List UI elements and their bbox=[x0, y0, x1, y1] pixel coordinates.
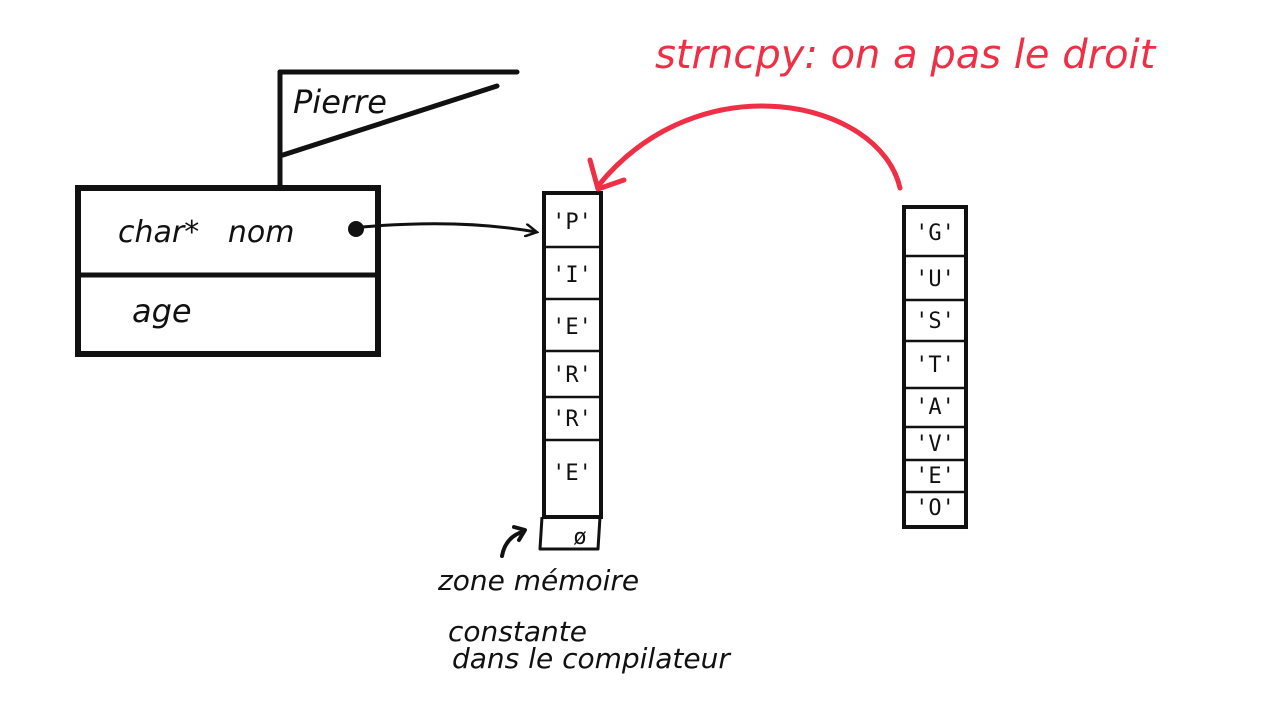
right-array-cell: 'O' bbox=[915, 496, 955, 521]
pointer-arrow bbox=[362, 224, 536, 232]
right-array-cell: 'A' bbox=[915, 395, 955, 420]
struct-outline bbox=[78, 188, 378, 354]
struct-field-nom: char* nom bbox=[118, 215, 294, 250]
memory-note: zone mémoire constante dans le compilate… bbox=[437, 564, 731, 675]
strncpy-curve bbox=[598, 106, 900, 188]
right-array-cell: 'E' bbox=[915, 464, 955, 489]
right-array-cell: 'T' bbox=[915, 353, 955, 378]
flag: Pierre bbox=[280, 72, 517, 188]
terminator-bracket bbox=[540, 517, 600, 549]
left-array-cell: 'E' bbox=[552, 461, 592, 486]
pointer-dot bbox=[348, 221, 364, 237]
left-array: 'P' 'I' 'E' 'R' 'R' 'E' ø bbox=[540, 193, 601, 550]
right-array-cell: 'U' bbox=[915, 267, 955, 292]
right-array: 'G' 'U' 'S' 'T' 'A' 'V' 'E' 'O' bbox=[904, 207, 966, 527]
left-array-cell: 'R' bbox=[552, 407, 592, 432]
right-array-cell: 'V' bbox=[915, 432, 955, 457]
left-array-cell: 'E' bbox=[552, 315, 592, 340]
terminator-symbol: ø bbox=[573, 525, 586, 550]
note-arrow bbox=[502, 527, 525, 556]
note-line-1: zone mémoire bbox=[437, 564, 639, 597]
left-array-cell: 'P' bbox=[552, 210, 592, 235]
left-array-cell: 'I' bbox=[552, 263, 592, 288]
strncpy-annotation: strncpy: on a pas le droit bbox=[655, 32, 1157, 78]
note-line-3: dans le compilateur bbox=[452, 642, 731, 675]
flag-label: Pierre bbox=[293, 83, 387, 121]
struct-box: char* nom age bbox=[78, 188, 378, 354]
right-array-cell: 'S' bbox=[915, 309, 955, 334]
struct-field-age: age bbox=[132, 292, 192, 330]
left-array-cell: 'R' bbox=[552, 363, 592, 388]
strncpy-arrow bbox=[590, 106, 900, 189]
right-array-cell: 'G' bbox=[915, 221, 955, 246]
